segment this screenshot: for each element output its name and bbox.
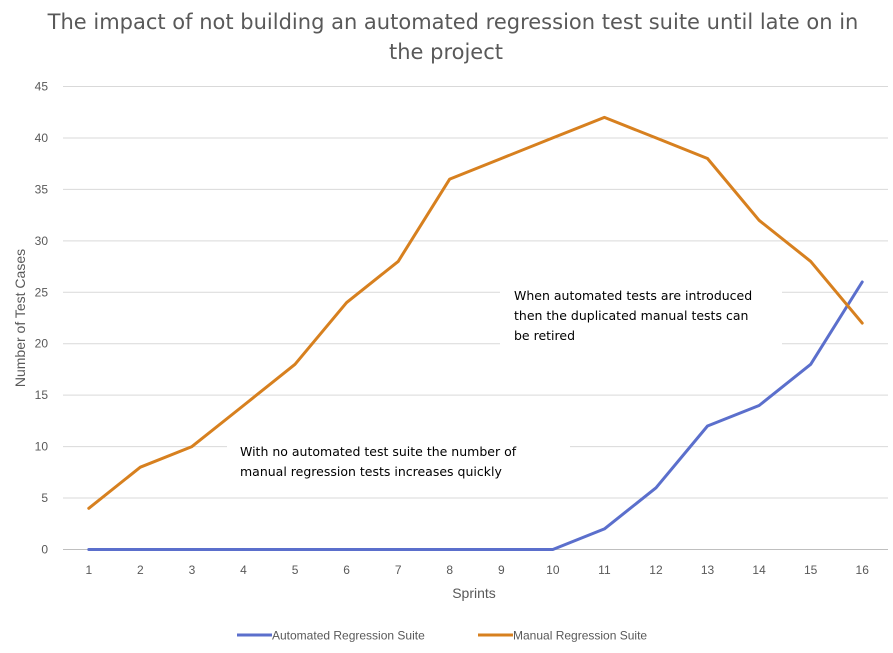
x-axis-label: Sprints — [452, 585, 496, 601]
y-tick-label: 5 — [41, 491, 48, 505]
series-lines — [87, 115, 864, 551]
data-point — [345, 548, 348, 551]
data-point — [654, 136, 658, 140]
annotation-text: be retired — [514, 328, 575, 343]
data-point — [654, 486, 658, 489]
x-tick-label: 1 — [85, 563, 92, 577]
data-point — [190, 445, 194, 448]
data-point — [396, 548, 400, 551]
data-point — [603, 116, 606, 119]
x-axis-ticks: 1 2 3 4 5 6 7 8 9 10 11 12 13 14 15 16 — [85, 563, 869, 577]
data-point — [706, 424, 709, 428]
data-point — [448, 548, 451, 551]
data-point — [448, 177, 451, 181]
data-point — [139, 548, 142, 551]
legend-entry: Manual Regression Suite — [513, 629, 647, 643]
y-tick-label: 10 — [35, 440, 49, 454]
x-tick-label: 6 — [343, 563, 350, 577]
data-point — [603, 527, 606, 531]
data-point — [757, 404, 761, 407]
x-tick-label: 15 — [804, 563, 818, 577]
x-tick-label: 5 — [292, 563, 299, 577]
data-point — [861, 321, 864, 325]
y-tick-label: 25 — [35, 285, 49, 299]
y-tick-label: 35 — [35, 182, 49, 196]
annotation-text: With no automated test suite the number … — [240, 444, 517, 459]
data-point — [809, 363, 812, 366]
data-point — [242, 548, 245, 551]
y-tick-label: 15 — [35, 388, 49, 402]
annotation-box — [500, 279, 782, 347]
data-point — [87, 548, 90, 551]
annotation-text: manual regression tests increases quickl… — [240, 464, 502, 479]
annotation-box — [227, 434, 570, 496]
data-point — [242, 404, 245, 407]
x-tick-label: 16 — [856, 563, 870, 577]
series-line-1 — [87, 280, 864, 551]
chart-title-line-2: the project — [389, 40, 503, 64]
data-point — [396, 260, 400, 263]
data-point — [706, 157, 709, 160]
data-point — [293, 363, 297, 366]
y-tick-label: 0 — [41, 543, 48, 557]
y-axis-ticks: 0 5 10 15 20 25 30 35 40 45 — [35, 80, 49, 557]
data-point — [551, 548, 555, 551]
y-tick-label: 40 — [35, 131, 49, 145]
data-point — [500, 157, 503, 160]
data-point — [809, 260, 812, 263]
annotation-text: When automated tests are introduced — [514, 288, 752, 303]
data-point — [500, 548, 503, 551]
legend: Automated Regression Suite Manual Regress… — [237, 629, 647, 643]
x-tick-label: 13 — [701, 563, 715, 577]
data-point — [190, 548, 194, 551]
data-point — [293, 548, 297, 551]
data-point — [861, 280, 864, 284]
x-tick-label: 2 — [137, 563, 144, 577]
series-line-2 — [87, 115, 864, 510]
x-tick-label: 4 — [240, 563, 247, 577]
chart-title-line-1: The impact of not building an automated … — [47, 10, 859, 34]
legend-entry: Automated Regression Suite — [272, 629, 425, 643]
data-point — [139, 465, 142, 469]
x-tick-label: 3 — [189, 563, 196, 577]
x-tick-label: 8 — [446, 563, 453, 577]
data-point — [345, 301, 348, 304]
data-point — [87, 507, 90, 510]
annotation-text: then the duplicated manual tests can — [514, 308, 748, 323]
annotations: With no automated test suite the number … — [227, 279, 782, 496]
x-tick-label: 11 — [598, 563, 611, 577]
x-tick-label: 9 — [498, 563, 505, 577]
x-tick-label: 12 — [649, 563, 663, 577]
data-point — [551, 136, 555, 140]
gridlines — [63, 86, 888, 550]
x-tick-label: 10 — [546, 563, 560, 577]
y-tick-label: 45 — [35, 80, 49, 94]
x-tick-label: 14 — [752, 563, 766, 577]
y-tick-label: 30 — [35, 234, 49, 248]
data-point — [757, 219, 761, 222]
x-tick-label: 7 — [395, 563, 402, 577]
y-axis-label: Number of Test Cases — [12, 249, 28, 387]
y-tick-label: 20 — [35, 337, 49, 351]
